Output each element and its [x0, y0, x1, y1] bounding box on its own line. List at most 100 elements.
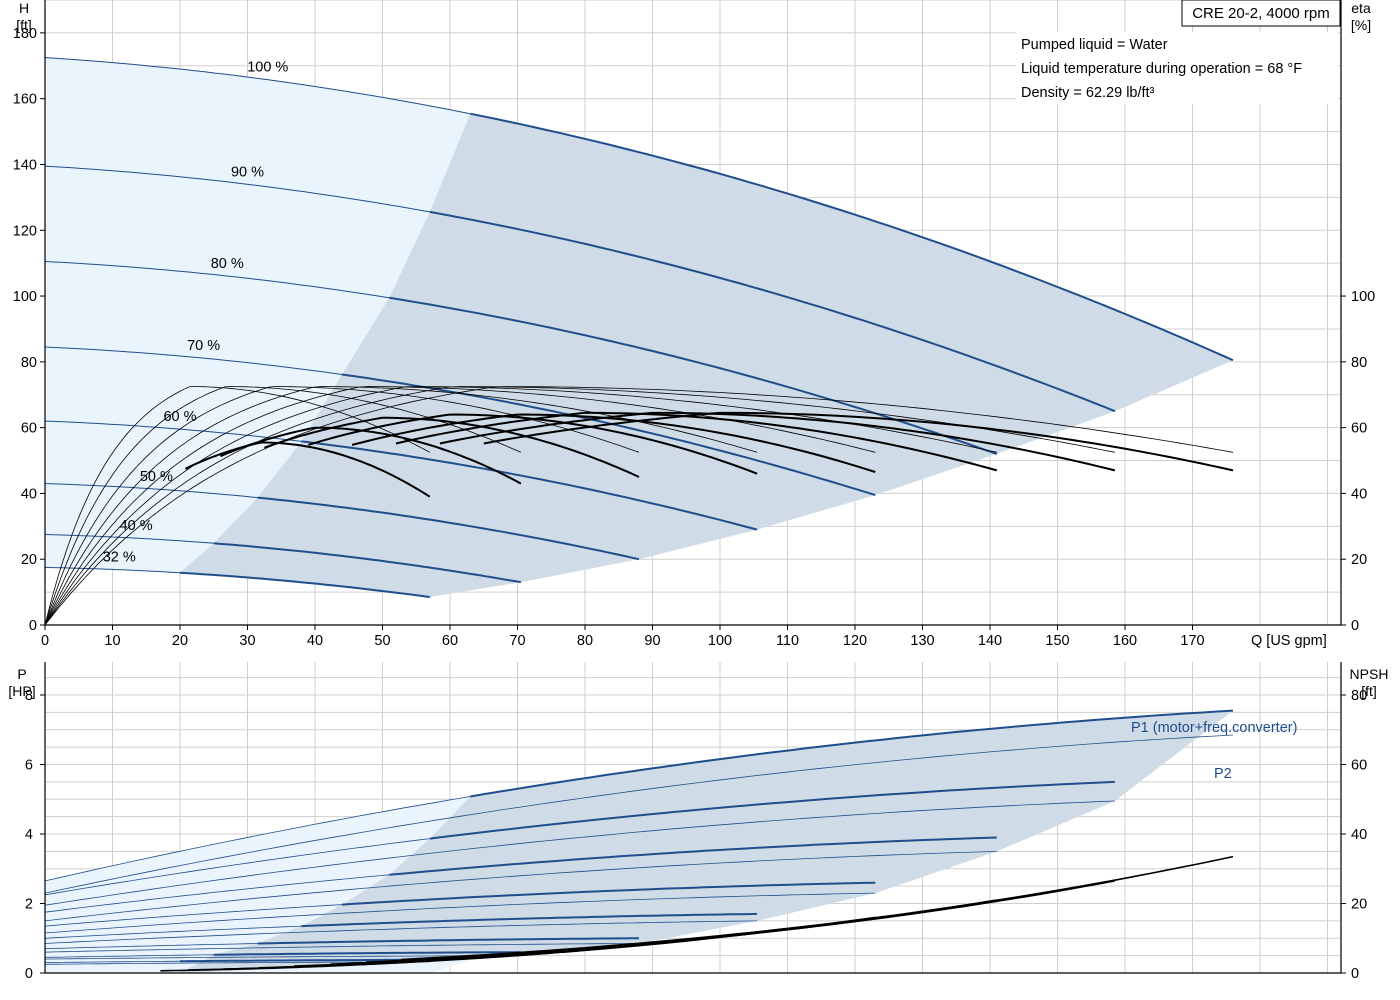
operating-range-area	[180, 113, 1233, 597]
flow-tick-label: 140	[978, 633, 1002, 649]
speed-curve-label: 40 %	[120, 518, 153, 534]
flow-tick-label: 150	[1045, 633, 1069, 649]
head-curve-extended	[44, 534, 214, 544]
npsh-curve	[160, 960, 430, 972]
efficiency-curve	[308, 413, 758, 475]
flow-tick-label: 30	[239, 633, 255, 649]
power-tick-label: 8	[25, 688, 33, 704]
efficiency-curve-thin	[44, 386, 522, 626]
p1-curve	[213, 951, 521, 956]
head-tick-label: 0	[29, 618, 37, 634]
efficiency-curve	[184, 441, 431, 498]
efficiency-curve-thin	[44, 386, 876, 626]
efficiency-curve	[439, 411, 1116, 472]
flow-axis-label: Q [US gpm]	[1251, 633, 1327, 649]
info-box	[1016, 32, 1338, 104]
npsh-axis-unit: [ft]	[1361, 683, 1377, 699]
flow-tick-label: 10	[104, 633, 120, 649]
power-tick-label: 2	[25, 897, 33, 913]
power-axis-unit: [HP]	[8, 683, 35, 699]
power-tick-label: 6	[25, 758, 33, 774]
top-axes: 0 20 40 60 80 100 120 140 160 180 0 20 40 60 80 100 0 10 2…	[13, 0, 1375, 649]
p2-curve	[44, 920, 758, 944]
top-labels: 100 % 90 % 80 % 70 % 60 % 50 % 40 % 32 %	[103, 60, 289, 566]
head-curve	[429, 210, 1116, 413]
head-curve-extended	[44, 261, 390, 299]
p1-curve-extended	[44, 874, 390, 913]
head-curve	[213, 542, 522, 584]
p1-curve-extended	[44, 960, 181, 963]
efficiency-curve-thin	[44, 386, 758, 626]
speed-curve-label: 32 %	[103, 550, 136, 566]
flow-tick-label: 20	[172, 633, 188, 649]
head-tick-label: 20	[21, 552, 37, 568]
p2-curve	[44, 851, 997, 922]
head-curve-extended	[44, 165, 430, 213]
flow-tick-label: 40	[307, 633, 323, 649]
chart-title: CRE 20-2, 4000 rpm	[1192, 5, 1330, 22]
p2-curve	[44, 955, 521, 960]
efficiency-curve-thin	[44, 386, 1234, 626]
p1-curve-extended	[44, 904, 343, 927]
efficiency-curve	[395, 411, 998, 472]
head-tick-label: 40	[21, 486, 37, 502]
efficiency-curve	[351, 413, 876, 473]
efficiency-curve-thin	[44, 386, 1115, 626]
eta-tick-label: 0	[1351, 618, 1359, 634]
flow-tick-label: 160	[1113, 633, 1137, 649]
bottom-curves	[44, 709, 1234, 972]
npsh-tick-label: 20	[1351, 897, 1367, 913]
flow-tick-label: 60	[442, 633, 458, 649]
flow-tick-label: 170	[1180, 633, 1204, 649]
eta-tick-label: 80	[1351, 355, 1367, 371]
flow-tick-label: 0	[41, 633, 49, 649]
head-curve-extended	[44, 346, 343, 375]
title-box	[1181, 0, 1341, 27]
p2-curve	[44, 734, 1234, 894]
head-curve	[341, 373, 876, 497]
flow-tick-label: 130	[910, 633, 934, 649]
npsh-axis-title: NPSH	[1350, 666, 1389, 682]
eta-tick-label: 40	[1351, 486, 1367, 502]
head-curve-extended	[44, 57, 471, 115]
head-efficiency-chart: 0 20 40 60 80 100 120 140 160 180 0 20 40 60 80 100 0 10 2…	[13, 0, 1375, 649]
speed-curve-label: 80 %	[211, 256, 244, 272]
head-tick-label: 100	[13, 289, 37, 305]
head-axis-title: H	[19, 0, 29, 16]
bottom-operating-areas	[45, 710, 1233, 973]
speed-curve-label: 60 %	[163, 409, 196, 425]
info-line-temperature: Liquid temperature during operation = 68…	[1021, 61, 1302, 77]
speed-curve-label: 70 %	[187, 338, 220, 354]
flow-tick-label: 90	[644, 633, 660, 649]
eta-tick-label: 100	[1351, 289, 1375, 305]
flow-tick-label: 70	[509, 633, 525, 649]
npsh-tick-label: 60	[1351, 758, 1367, 774]
flow-tick-label: 100	[708, 633, 732, 649]
head-tick-label: 160	[13, 92, 37, 108]
flow-tick-label: 120	[843, 633, 867, 649]
top-operating-areas	[45, 57, 1233, 598]
top-curves	[44, 57, 1234, 626]
speed-curve-label: 50 %	[140, 469, 173, 485]
head-curve	[301, 440, 758, 531]
head-tick-label: 120	[13, 223, 37, 239]
p1-curve	[389, 836, 997, 876]
power-axis-title: P	[17, 666, 26, 682]
p2-curve	[44, 800, 1115, 906]
p2-curve	[44, 943, 639, 953]
head-tick-label: 80	[21, 355, 37, 371]
efficiency-curve	[483, 411, 1234, 472]
info-line-liquid: Pumped liquid = Water	[1021, 37, 1168, 53]
p1-curve	[257, 937, 639, 945]
eta-axis-unit: [%]	[1351, 17, 1371, 33]
p1-curve	[429, 780, 1115, 840]
eta-axis-title: eta	[1351, 0, 1371, 16]
power-tick-label: 0	[25, 966, 33, 982]
head-tick-label: 180	[13, 26, 37, 42]
power-operating-area	[180, 710, 1233, 973]
efficiency-curve-thin	[44, 386, 430, 626]
head-curve-extended	[44, 483, 258, 499]
